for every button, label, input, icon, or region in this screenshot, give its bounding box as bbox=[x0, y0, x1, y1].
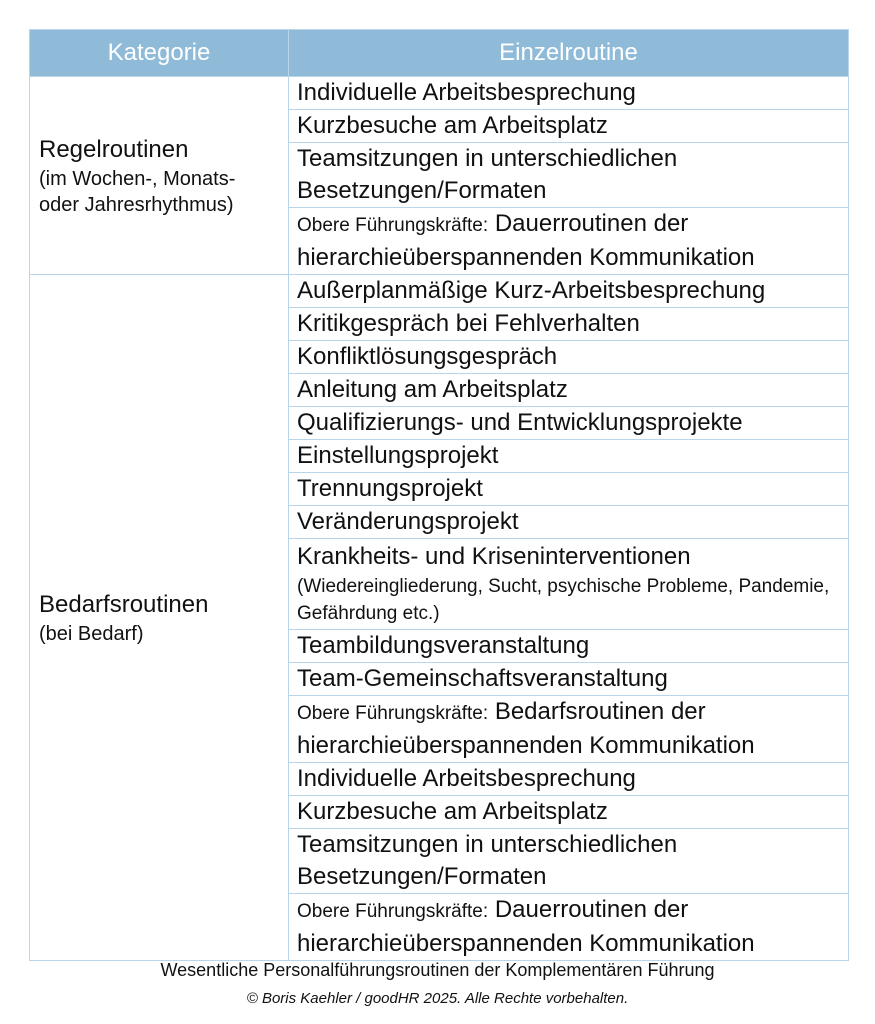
header-kategorie: Kategorie bbox=[29, 29, 289, 77]
table-row: Kurzbesuche am Arbeitsplatz bbox=[30, 109, 849, 143]
routine-text: Teamsitzungen in unterschiedlichen Beset… bbox=[297, 145, 678, 204]
routine-cell: Individuelle Arbeitsbesprechung bbox=[288, 762, 849, 796]
routine-text: Kritikgespräch bei Fehlverhalten bbox=[297, 310, 640, 337]
routine-cell: Teamsitzungen in unterschiedlichen Beset… bbox=[288, 142, 849, 208]
category-title: Regelroutinen bbox=[39, 135, 189, 163]
routine-text: Individuelle Arbeitsbesprechung bbox=[297, 765, 636, 792]
table-row: Teambildungsveranstaltung bbox=[30, 629, 849, 663]
routine-note: (Wiedereingliederung, Sucht, psychische … bbox=[297, 576, 830, 624]
category-cell: Bedarfsroutinen (bei Bedarf) bbox=[29, 274, 289, 961]
routine-cell: Obere Führungskräfte: Dauerroutinen der … bbox=[288, 893, 849, 961]
routine-text: Qualifizierungs- und Entwicklungsprojekt… bbox=[297, 409, 743, 436]
table-row: Obere Führungskräfte: Dauerroutinen der … bbox=[30, 893, 849, 961]
routine-text: Dauerroutinen der hierarchieüberspannend… bbox=[297, 210, 755, 271]
routine-cell: Kritikgespräch bei Fehlverhalten bbox=[288, 307, 849, 341]
caption: Wesentliche Personalführungsroutinen der… bbox=[160, 960, 715, 980]
routine-cell: Konfliktlösungsgespräch bbox=[288, 340, 849, 374]
routine-cell: Kurzbesuche am Arbeitsplatz bbox=[288, 109, 849, 143]
routine-cell: Team-Gemeinschaftsveranstaltung bbox=[288, 662, 849, 696]
routine-cell: Individuelle Arbeitsbesprechung bbox=[288, 76, 849, 110]
routine-cell: Veränderungsprojekt bbox=[288, 505, 849, 539]
table-row: Obere Führungskräfte: Dauerroutinen der … bbox=[30, 207, 849, 275]
routine-text: Kurzbesuche am Arbeitsplatz bbox=[297, 798, 608, 825]
routine-cell: Qualifizierungs- und Entwicklungsprojekt… bbox=[288, 406, 849, 440]
table-row: Teamsitzungen in unterschiedlichen Beset… bbox=[30, 142, 849, 208]
routine-text: Veränderungsprojekt bbox=[297, 508, 519, 535]
header-einzelroutine: Einzelroutine bbox=[288, 29, 849, 77]
table-row: Bedarfsroutinen (bei Bedarf) Außerplanmäß… bbox=[29, 274, 849, 961]
routines-table: Kategorie Einzelroutine Regelroutinen (i… bbox=[29, 29, 849, 961]
copyright: © Boris Kaehler / goodHR 2025. Alle Rech… bbox=[246, 990, 629, 1007]
routine-text: Trennungsprojekt bbox=[297, 475, 483, 502]
category-subtitle: (bei Bedarf) bbox=[39, 622, 144, 645]
routine-cell: Teamsitzungen in unterschiedlichen Beset… bbox=[288, 828, 849, 894]
table-row: Trennungsprojekt bbox=[30, 472, 849, 506]
routine-cell: Obere Führungskräfte: Bedarfsroutinen de… bbox=[288, 695, 849, 763]
routine-text: Anleitung am Arbeitsplatz bbox=[297, 376, 568, 403]
routine-text: Kurzbesuche am Arbeitsplatz bbox=[297, 112, 608, 139]
table-row: Krankheits- und Kriseninterventionen (Wie… bbox=[30, 538, 849, 630]
routine-cell: Trennungsprojekt bbox=[288, 472, 849, 506]
category-subtitle: (im Wochen-, Monats- oder Jahresrhythmus… bbox=[39, 167, 236, 216]
table-row: Regelroutinen (im Wochen-, Monats- oder … bbox=[29, 76, 849, 275]
routine-text: Krankheits- und Kriseninterventionen bbox=[297, 543, 691, 570]
routine-text: Individuelle Arbeitsbesprechung bbox=[297, 79, 636, 106]
routine-text: Team-Gemeinschaftsveranstaltung bbox=[297, 665, 668, 692]
routine-text: Konfliktlösungsgespräch bbox=[297, 343, 558, 370]
category-title: Bedarfsroutinen bbox=[39, 590, 209, 618]
routine-text: Dauerroutinen der hierarchieüberspannend… bbox=[297, 896, 755, 957]
routine-text: Bedarfsroutinen der hierarchieüberspanne… bbox=[297, 698, 755, 759]
routine-cell: Kurzbesuche am Arbeitsplatz bbox=[288, 795, 849, 829]
routine-cell: Krankheits- und Kriseninterventionen (Wie… bbox=[288, 538, 849, 630]
routine-prefix: Obere Führungskräfte: bbox=[297, 215, 489, 236]
routine-cell: Einstellungsprojekt bbox=[288, 439, 849, 473]
routine-text: Einstellungsprojekt bbox=[297, 442, 499, 469]
category-cell: Regelroutinen (im Wochen-, Monats- oder … bbox=[29, 76, 289, 275]
table-row: Team-Gemeinschaftsveranstaltung bbox=[30, 662, 849, 696]
routine-cell: Obere Führungskräfte: Dauerroutinen der … bbox=[288, 207, 849, 275]
routine-text: Außerplanmäßige Kurz-Arbeitsbesprechung bbox=[297, 277, 766, 304]
routine-cell: Teambildungsveranstaltung bbox=[288, 629, 849, 663]
routine-prefix: Obere Führungskräfte: bbox=[297, 703, 489, 724]
table-row: Anleitung am Arbeitsplatz bbox=[30, 373, 849, 407]
routine-cell: Anleitung am Arbeitsplatz bbox=[288, 373, 849, 407]
routine-prefix: Obere Führungskräfte: bbox=[297, 901, 489, 922]
table-row: Qualifizierungs- und Entwicklungsprojekt… bbox=[30, 406, 849, 440]
routine-text: Teambildungsveranstaltung bbox=[297, 632, 590, 659]
header-row: Kategorie Einzelroutine bbox=[29, 29, 849, 77]
table-row: Kurzbesuche am Arbeitsplatz bbox=[30, 795, 849, 829]
routine-cell: Außerplanmäßige Kurz-Arbeitsbesprechung bbox=[288, 274, 849, 308]
routine-text: Teamsitzungen in unterschiedlichen Beset… bbox=[297, 831, 678, 890]
table-row: Obere Führungskräfte: Bedarfsroutinen de… bbox=[30, 695, 849, 763]
